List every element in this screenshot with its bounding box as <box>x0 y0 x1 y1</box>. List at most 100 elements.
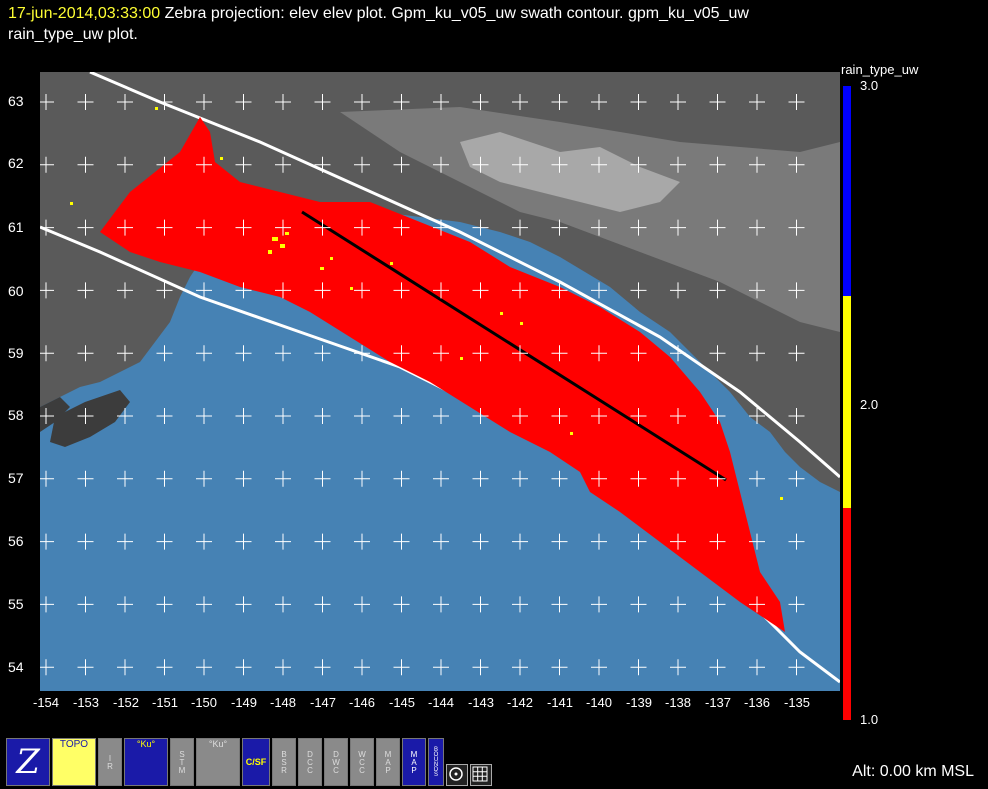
grid-cross <box>393 659 410 676</box>
grid-cross <box>235 282 252 299</box>
ir-label: IR <box>105 754 115 770</box>
grid-cross <box>354 345 370 362</box>
zebra-button[interactable]: Z <box>6 738 50 786</box>
grid-cross <box>354 533 370 550</box>
grid-cross <box>670 282 686 299</box>
grid-cross <box>512 596 528 613</box>
grid-cross <box>235 533 252 550</box>
dcc-button[interactable]: DCC <box>298 738 322 786</box>
ir-button[interactable]: IR <box>98 738 122 786</box>
grid-cross <box>591 470 607 487</box>
grid-cross <box>314 156 331 173</box>
grid-cross <box>591 596 607 613</box>
map-us-button[interactable]: MAP <box>402 738 426 786</box>
grid-cross <box>472 219 489 236</box>
lat-label: 61 <box>8 219 24 235</box>
grid-cross <box>551 659 568 676</box>
grid-cross <box>196 94 212 110</box>
grid-cross <box>749 219 765 236</box>
lon-label: -147 <box>309 695 337 710</box>
map-button[interactable]: MAP <box>376 738 400 786</box>
grid-cross <box>77 408 94 424</box>
grid-icon[interactable] <box>470 764 492 786</box>
lon-label: -143 <box>467 695 495 710</box>
lat-label: 57 <box>8 470 24 486</box>
grid-cross <box>354 408 370 424</box>
grid-cross <box>749 94 765 110</box>
lon-label: -146 <box>348 695 376 710</box>
grid-cross <box>156 408 173 424</box>
lon-label: -144 <box>427 695 455 710</box>
grid-cross <box>512 94 528 110</box>
grid-cross <box>749 282 765 299</box>
grid-cross <box>670 345 686 362</box>
grid-cross <box>472 659 489 676</box>
bsr-button[interactable]: BSR <box>272 738 296 786</box>
map-plot[interactable] <box>40 72 840 691</box>
csf-button[interactable]: C/SF <box>242 738 270 786</box>
colorbar-title: rain_type_uw <box>841 62 919 77</box>
lon-label: -149 <box>230 695 258 710</box>
lon-label: -148 <box>269 695 297 710</box>
stm-button[interactable]: STM <box>170 738 194 786</box>
lon-label: -153 <box>72 695 100 710</box>
ku2-button[interactable]: °Ku° <box>196 738 240 786</box>
grid-cross <box>709 345 726 362</box>
grid-cross <box>40 659 54 676</box>
cross-section-line[interactable] <box>301 210 727 482</box>
grid-cross <box>591 282 607 299</box>
ku-button[interactable]: °Ku° <box>124 738 168 786</box>
grid-cross <box>788 282 805 299</box>
grid-cross <box>354 94 370 110</box>
grid-cross <box>156 345 173 362</box>
grid-cross <box>788 596 805 613</box>
grid-cross <box>433 282 449 299</box>
grid-cross <box>433 533 449 550</box>
grid-cross <box>630 94 647 110</box>
grid-cross <box>749 659 765 676</box>
map-label: MAP <box>383 750 393 774</box>
bsr-label: BSR <box>279 750 289 774</box>
grid-cross <box>40 408 54 424</box>
grid-cross <box>551 470 568 487</box>
grid-cross <box>433 156 449 173</box>
grid-cross <box>275 408 291 424</box>
grid-cross <box>235 470 252 487</box>
grid-cross <box>393 408 410 424</box>
grid-cross <box>472 94 489 110</box>
colorbar-label-bottom: 1.0 <box>860 712 879 727</box>
grid-cross <box>630 659 647 676</box>
grid-cross <box>354 596 370 613</box>
grid-cross <box>749 533 765 550</box>
grid-cross <box>393 94 410 110</box>
land-highlands <box>340 107 840 332</box>
grid-cross <box>393 219 410 236</box>
toolbar: Z TOPO IR °Ku° STM °Ku° C/SF BSR DCC DWC… <box>6 738 492 788</box>
grid-cross <box>196 596 212 613</box>
grid-cross <box>117 659 133 676</box>
grid-cross <box>749 470 765 487</box>
lon-label: -142 <box>506 695 534 710</box>
dcc-label: DCC <box>305 750 315 774</box>
grid-cross <box>591 408 607 424</box>
grid-cross <box>275 282 291 299</box>
target-icon[interactable] <box>446 764 468 786</box>
grid-cross <box>77 470 94 487</box>
grid-cross <box>156 659 173 676</box>
lat-label: 62 <box>8 155 24 171</box>
topo-button[interactable]: TOPO <box>52 738 96 786</box>
grid-cross <box>512 533 528 550</box>
grid-cross <box>433 94 449 110</box>
grid-cross <box>551 596 568 613</box>
bounds-button[interactable]: BOUNDS <box>428 738 444 786</box>
grid-cross <box>788 470 805 487</box>
grid-cross <box>40 219 54 236</box>
wcc-button[interactable]: WCC <box>350 738 374 786</box>
grid-cross <box>393 345 410 362</box>
grid-cross <box>512 408 528 424</box>
grid-cross <box>551 156 568 173</box>
dwc-button[interactable]: DWC <box>324 738 348 786</box>
grid-cross <box>77 659 94 676</box>
lat-label: 59 <box>8 345 24 361</box>
grid-cross <box>275 659 291 676</box>
